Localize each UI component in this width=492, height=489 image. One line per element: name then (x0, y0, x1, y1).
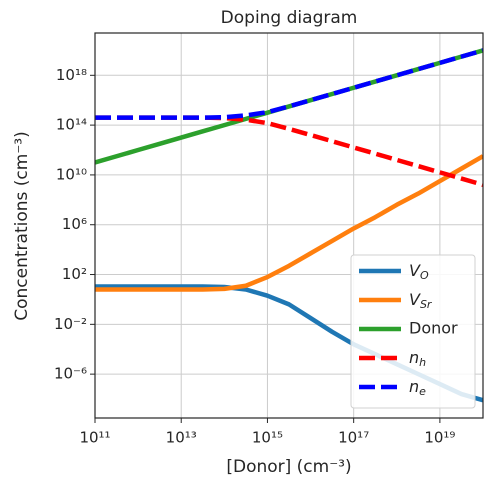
x-tick-label: 10¹³ (166, 429, 197, 447)
series-line (95, 48, 483, 165)
x-tick-label: 10¹¹ (79, 429, 110, 447)
y-tick-label: 10⁻² (54, 315, 87, 333)
x-axis-label: [Donor] (cm⁻³) (226, 457, 351, 477)
legend-label: ne (409, 377, 426, 399)
legend-label: VO (409, 261, 429, 283)
axes-frame (94, 32, 484, 419)
x-tick-label: 10¹⁷ (338, 429, 369, 447)
legend-label: Donor (409, 319, 458, 338)
legend-label: nh (409, 348, 426, 370)
x-tick-label: 10¹⁹ (424, 429, 455, 447)
legend-box (350, 254, 476, 409)
series-line (95, 154, 483, 292)
legend-label: VSr (409, 290, 433, 312)
y-tick-label: 10¹⁴ (56, 116, 87, 134)
chart-title: Doping diagram (221, 8, 358, 28)
y-tick-label: 10¹⁸ (56, 66, 87, 84)
y-tick-label: 10¹⁰ (56, 165, 87, 183)
y-tick-label: 10² (62, 265, 87, 283)
y-tick-label: 10⁶ (62, 215, 87, 233)
y-axis-label: Concentrations (cm⁻³) (12, 131, 32, 320)
y-tick-label: 10⁻⁶ (54, 365, 87, 383)
x-tick-label: 10¹⁵ (252, 429, 283, 447)
